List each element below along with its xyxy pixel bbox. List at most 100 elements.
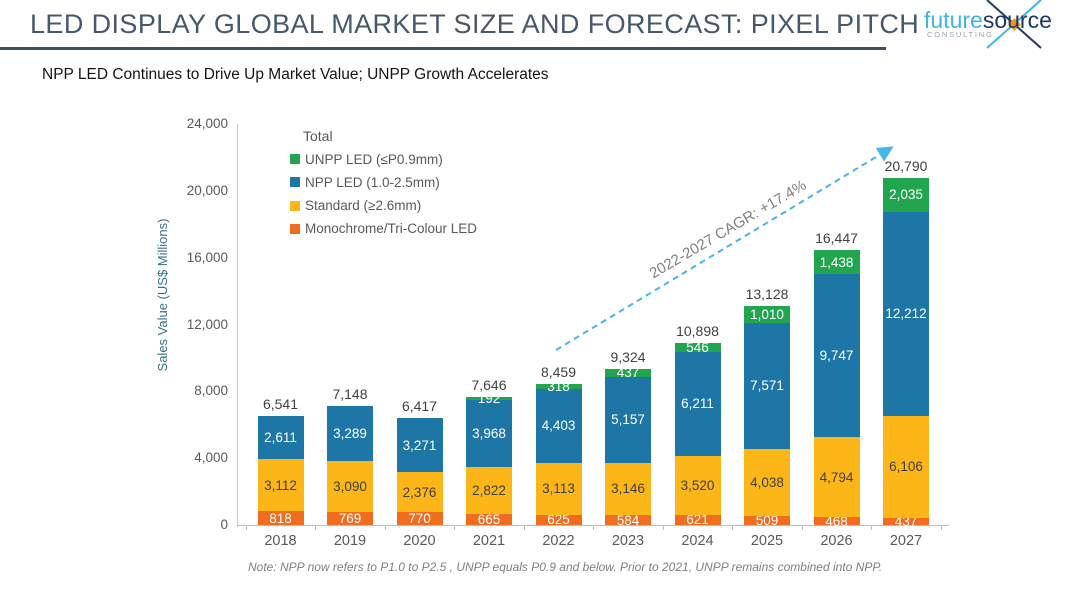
- bar-total-label: 6,417: [401, 397, 438, 414]
- x-axis-tick: [871, 525, 873, 530]
- bar-segment-label: 2,035: [889, 187, 923, 203]
- x-axis-label: 2023: [611, 533, 645, 549]
- bar-segment-label: 6,211: [681, 396, 714, 412]
- y-axis-tick-label: 0: [220, 517, 228, 532]
- y-axis-tick-label: 4,000: [194, 450, 228, 466]
- y-axis-tick-label: 24,000: [186, 116, 228, 131]
- y-axis-tick-label: 8,000: [194, 383, 228, 399]
- bar-segment-label: 318: [547, 378, 570, 394]
- legend-swatch: [290, 223, 300, 234]
- bar-segment-label: 584: [616, 512, 640, 528]
- x-axis-tick: [940, 525, 942, 530]
- bar-segment: 4,038: [744, 449, 790, 517]
- bar-segment: 6,106: [883, 415, 929, 518]
- logo-tagline: CONSULTING: [927, 30, 994, 39]
- bar-segment-label: 546: [686, 339, 709, 355]
- legend-swatch: [290, 200, 300, 211]
- bar-segment: 2,822: [466, 466, 512, 514]
- logo-word-light: future: [924, 7, 983, 33]
- logo-wordmark: futuresource: [924, 8, 1066, 32]
- bar-total-label: 9,324: [610, 349, 646, 366]
- bar-total-label: 16,447: [815, 230, 858, 247]
- bar-segment: 5,157: [605, 376, 651, 463]
- y-axis-tick-label: 20,000: [186, 182, 228, 198]
- bar-segment: 625: [535, 513, 582, 527]
- bar-segment: 1,438: [813, 250, 860, 275]
- x-axis-tick: [732, 525, 734, 530]
- bar-segment: 7,571: [744, 322, 790, 449]
- bar-segment-label: 4,403: [541, 418, 576, 434]
- bar-segment: 2,611: [257, 415, 304, 460]
- bar-segment-label: 509: [755, 513, 779, 529]
- chart-subtitle: NPP LED Continues to Drive Up Market Val…: [42, 66, 549, 83]
- bar-segment: 3,271: [396, 417, 443, 473]
- bar-segment: 437: [605, 365, 651, 381]
- bar-segment: 3,968: [466, 400, 512, 467]
- x-axis-tick: [801, 525, 803, 530]
- bar-segment-label: 3,520: [680, 477, 715, 493]
- bar-segment-label: 5,157: [611, 412, 645, 428]
- bar-total-label: 7,148: [332, 385, 368, 402]
- bar-segment: 4,794: [813, 437, 860, 518]
- bar-segment-label: 665: [477, 511, 501, 527]
- y-axis-tick-label: 16,000: [186, 249, 228, 265]
- x-axis-label: 2026: [820, 533, 853, 549]
- x-axis-label: 2027: [889, 533, 923, 549]
- bar-segment-label: 468: [825, 513, 848, 529]
- bar-segment-label: 3,289: [333, 425, 367, 441]
- bar-total-label: 10,898: [676, 322, 719, 339]
- bar-segment-label: 769: [338, 511, 362, 527]
- x-axis-line: [237, 525, 949, 526]
- legend-item: UNPP LED (≤P0.9mm): [290, 152, 443, 167]
- bar-segment: 318: [535, 380, 582, 393]
- bar-segment: 818: [257, 511, 304, 525]
- legend-swatch: [290, 177, 300, 188]
- bar-segment: 584: [605, 512, 651, 528]
- bar-segment: 3,146: [605, 462, 651, 516]
- bar-segment-label: 12,212: [885, 306, 927, 322]
- x-axis-tick: [315, 525, 317, 530]
- bar-segment: 769: [327, 512, 373, 525]
- bar-segment-label: 3,113: [542, 481, 575, 497]
- bar-segment-label: 192: [477, 391, 501, 407]
- legend-swatch: [290, 154, 300, 164]
- bar-segment-label: 2,376: [402, 484, 437, 500]
- legend-label: Monochrome/Tri-Colour LED: [305, 221, 478, 237]
- logo-word-dark: source: [982, 7, 1052, 33]
- bar-segment: 3,112: [257, 459, 304, 512]
- bar-segment-label: 7,571: [750, 378, 784, 394]
- x-axis-tick: [384, 525, 386, 530]
- legend-item: Monochrome/Tri-Colour LED: [290, 221, 478, 237]
- bar-segment-label: 770: [408, 511, 431, 527]
- x-axis-tick: [593, 525, 595, 530]
- bar-total-label: 6,541: [262, 395, 299, 412]
- bar-segment-label: 6,106: [889, 459, 923, 475]
- bar-segment-label: 3,271: [402, 437, 437, 453]
- bar-segment: 665: [466, 511, 512, 527]
- bar-segment-label: 621: [686, 512, 709, 528]
- bar-segment-label: 3,090: [333, 478, 367, 494]
- title-underline: [0, 47, 886, 50]
- y-axis-tick-label: 12,000: [186, 316, 228, 332]
- bar-segment: 770: [396, 511, 443, 527]
- futuresource-logo: futuresource CONSULTING: [924, 0, 1066, 49]
- bar-segment: 621: [674, 512, 721, 528]
- legend-item: NPP LED (1.0-2.5mm): [290, 175, 440, 190]
- legend-label: Standard (≥2.6mm): [305, 198, 422, 214]
- y-axis-line: [237, 124, 238, 527]
- logo-star-icon: [986, 0, 1042, 49]
- bar-segment-label: 437: [616, 365, 640, 381]
- bar-segment: 6,211: [674, 352, 721, 456]
- bar-segment: 509: [744, 513, 790, 529]
- bar-segment: 3,090: [327, 460, 373, 513]
- bar-segment-label: 2,822: [472, 482, 506, 498]
- bar-total-label: 13,128: [745, 285, 789, 302]
- x-axis-tick: [662, 525, 664, 530]
- bar-segment-label: 437: [894, 513, 918, 529]
- x-axis-label: 2019: [333, 533, 367, 549]
- bar-segment-label: 2,611: [264, 430, 297, 446]
- x-axis-tick: [245, 525, 247, 530]
- bar-segment-label: 3,112: [264, 477, 297, 493]
